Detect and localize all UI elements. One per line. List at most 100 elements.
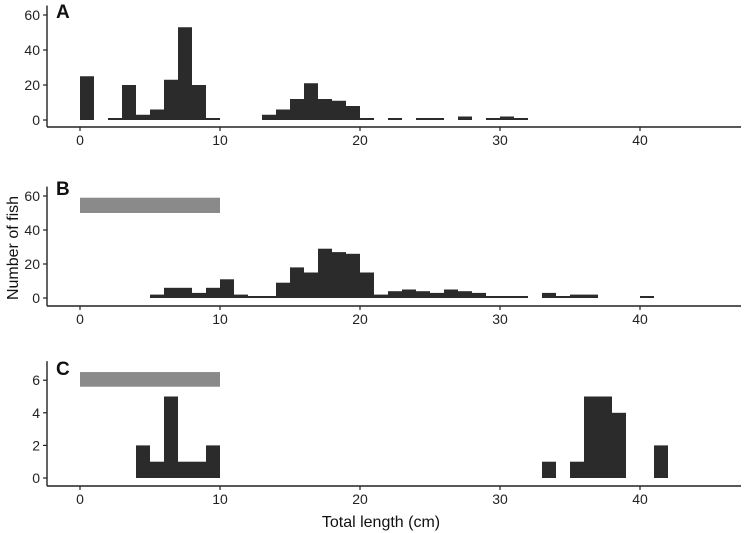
y-tick-label: 40 — [24, 42, 40, 58]
y-axis-title: Number of fish — [5, 196, 22, 300]
x-tick-label: 30 — [492, 491, 508, 507]
x-tick-label: 20 — [352, 491, 368, 507]
histogram-bar — [500, 116, 514, 120]
histogram-bar — [206, 118, 220, 120]
histogram-bar — [332, 252, 346, 298]
histogram-bar — [332, 100, 346, 120]
x-tick-label: 10 — [212, 491, 228, 507]
histogram-bar — [262, 114, 276, 120]
histogram-bar — [598, 396, 612, 478]
histogram-bar — [416, 118, 430, 120]
histogram-bar — [514, 296, 528, 298]
y-tick-label: 40 — [24, 222, 40, 238]
histogram-bar — [206, 287, 220, 298]
histogram-bar — [570, 461, 584, 478]
shaded-range-bar — [80, 372, 220, 387]
x-tick-label: 10 — [212, 132, 228, 148]
y-tick-label: 6 — [32, 372, 40, 388]
histogram-bar — [122, 85, 136, 120]
histogram-bar — [192, 292, 206, 298]
histogram-bar — [584, 294, 598, 298]
panel-label: B — [56, 179, 70, 200]
y-tick-label: 2 — [32, 437, 40, 453]
histogram-bar — [444, 289, 458, 298]
shaded-range-bar — [80, 197, 220, 213]
x-tick-label: 0 — [76, 311, 84, 327]
y-tick-label: 0 — [32, 290, 40, 306]
histogram-bar — [458, 116, 472, 120]
histogram-bar — [136, 114, 150, 120]
histogram-bar — [290, 267, 304, 298]
histogram-bar — [276, 109, 290, 120]
histogram-bar — [192, 85, 206, 120]
panel-label: A — [56, 2, 70, 23]
histogram-bar — [612, 412, 626, 478]
histogram-bar — [500, 296, 514, 298]
histogram-bar — [150, 109, 164, 120]
x-tick-label: 40 — [632, 311, 648, 327]
histogram-bar — [556, 296, 570, 298]
histogram-bar — [374, 294, 388, 298]
histogram-bar — [318, 99, 332, 120]
histogram-bar — [178, 27, 192, 120]
histogram-bar — [150, 461, 164, 478]
histogram-bar — [304, 272, 318, 298]
histogram-bar — [430, 118, 444, 120]
histogram-bar — [164, 79, 178, 120]
x-tick-label: 30 — [492, 311, 508, 327]
histogram-bar — [654, 445, 668, 478]
histogram-bar — [318, 248, 332, 298]
histogram-bar — [80, 76, 94, 120]
histogram-bar — [248, 296, 262, 298]
y-tick-label: 60 — [24, 7, 40, 23]
histogram-bar — [234, 294, 248, 298]
histogram-bar — [388, 291, 402, 298]
y-tick-label: 20 — [24, 256, 40, 272]
y-tick-label: 4 — [32, 405, 40, 421]
x-tick-label: 10 — [212, 311, 228, 327]
histogram-bar — [360, 118, 374, 120]
histogram-bar — [276, 282, 290, 298]
histogram-bar — [108, 118, 122, 120]
histogram-bar — [388, 118, 402, 120]
x-tick-label: 20 — [352, 132, 368, 148]
x-tick-label: 40 — [632, 132, 648, 148]
x-tick-label: 20 — [352, 311, 368, 327]
y-tick-label: 60 — [24, 188, 40, 204]
panel-label: C — [56, 359, 70, 380]
histogram-bar — [346, 106, 360, 120]
histogram-bar — [486, 118, 500, 120]
x-axis-title: Total length (cm) — [322, 514, 440, 531]
histogram-bar — [178, 461, 192, 478]
y-tick-label: 0 — [32, 470, 40, 486]
histogram-bar — [416, 291, 430, 298]
histogram-bar — [192, 461, 206, 478]
x-tick-label: 0 — [76, 491, 84, 507]
y-tick-label: 20 — [24, 77, 40, 93]
histogram-bar — [346, 253, 360, 298]
histogram-bar — [472, 292, 486, 298]
histogram-bar — [164, 287, 178, 298]
histogram-bar — [360, 272, 374, 298]
x-tick-label: 30 — [492, 132, 508, 148]
histogram-bar — [304, 83, 318, 120]
histogram-bar — [150, 294, 164, 298]
histogram-bar — [542, 461, 556, 478]
histogram-bar — [458, 291, 472, 298]
histogram-bar — [220, 279, 234, 298]
histogram-bar — [164, 396, 178, 478]
histogram-bar — [402, 289, 416, 298]
histogram-bar — [262, 296, 276, 298]
histogram-bar — [640, 296, 654, 298]
histogram-bar — [290, 99, 304, 120]
histogram-bar — [486, 296, 500, 298]
histogram-bar — [136, 445, 150, 478]
histogram-bar — [584, 396, 598, 478]
histogram-bar — [430, 292, 444, 298]
histogram-bar — [570, 294, 584, 298]
histogram-bar — [514, 118, 528, 120]
histogram-bar — [178, 287, 192, 298]
y-tick-label: 0 — [32, 112, 40, 128]
x-tick-label: 0 — [76, 132, 84, 148]
